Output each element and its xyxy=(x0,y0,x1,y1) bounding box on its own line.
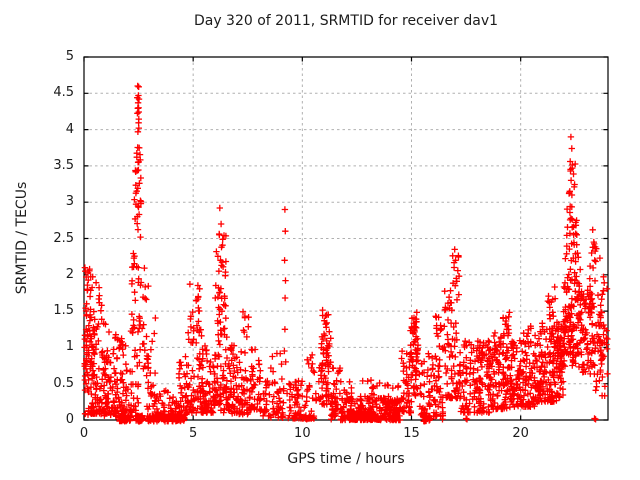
y-tick-label: 4.5 xyxy=(53,85,74,101)
y-tick-label: 5 xyxy=(65,49,74,64)
y-tick-label: 1.5 xyxy=(53,303,74,319)
y-tick-label: 4 xyxy=(65,121,74,137)
data-points xyxy=(81,82,611,425)
y-tick-label: 0.5 xyxy=(53,375,74,391)
x-tick-label: 0 xyxy=(79,426,89,441)
y-tick-label: 3.5 xyxy=(53,157,74,173)
x-tick-label: 10 xyxy=(294,426,311,441)
y-tick-label: 2 xyxy=(65,266,74,282)
x-axis-label: GPS time / hours xyxy=(287,451,405,467)
axis-ticks xyxy=(83,56,608,421)
x-tick-label: 20 xyxy=(512,426,529,441)
y-tick-label: 1 xyxy=(65,339,74,355)
gridlines xyxy=(84,57,608,420)
x-tick-label: 15 xyxy=(403,426,420,441)
y-tick-label: 0 xyxy=(65,412,74,427)
y-tick-label: 3 xyxy=(65,194,74,210)
chart-title: Day 320 of 2011, SRMTID for receiver dav… xyxy=(193,13,499,29)
y-tick-label: 2.5 xyxy=(53,230,74,246)
x-tick-label: 5 xyxy=(189,426,198,441)
